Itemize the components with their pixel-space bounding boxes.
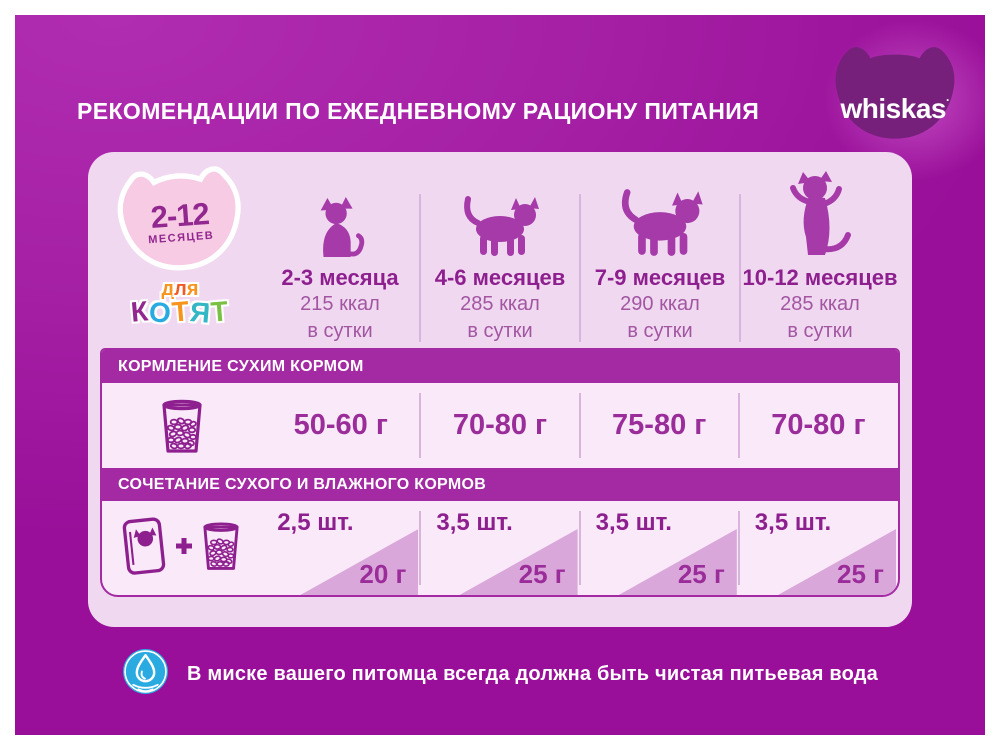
water-note: В миске вашего питомца всегда должна быт…	[15, 648, 985, 700]
kitten-standing-icon	[786, 169, 854, 257]
age-header-row: 2-12 МЕСЯЦЕВ для КОТЯТ	[100, 162, 900, 346]
age-column-2-3: 2-3 месяца 215 ккал в сутки	[260, 162, 420, 346]
mix-food-section-header: СОЧЕТАНИЕ СУХОГО И ВЛАЖНОГО КОРМОВ	[102, 468, 898, 501]
age-badge: 2-12 МЕСЯЦЕВ	[113, 164, 248, 277]
page-title: РЕКОМЕНДАЦИИ ПО ЕЖЕДНЕВНОМУ РАЦИОНУ ПИТА…	[77, 98, 760, 125]
feeding-table: КОРМЛЕНИЕ СУХИМ КОРМОМ 50-60 г 70-80 г 7…	[100, 348, 900, 597]
mix-amount-10-12: 3,5 шт. 25 г	[737, 501, 898, 595]
mix-amount-2-3: 2,5 шт. 20 г	[261, 501, 420, 595]
recommendation-card: 2-12 МЕСЯЦЕВ для КОТЯТ	[88, 152, 912, 627]
dry-food-section-header: КОРМЛЕНИЕ СУХИМ КОРМОМ	[102, 350, 898, 383]
cat-head-badge-icon	[117, 166, 248, 280]
dry-amount-4-6: 70-80 г	[419, 383, 579, 468]
age-column-10-12: 10-12 месяцев 285 ккал в сутки	[739, 162, 900, 346]
dry-amount-7-9: 75-80 г	[578, 383, 739, 468]
kitten-sitting-icon	[315, 169, 365, 258]
kibble-cup-small-icon	[200, 520, 242, 577]
water-drop-icon	[122, 648, 169, 700]
whiskas-logo: whiskas·	[817, 37, 973, 159]
pouch-plus-cup-icons	[102, 501, 261, 595]
wet-food-pouch-icon	[122, 516, 168, 581]
age-column-4-6: 4-6 месяцев 285 ккал в сутки	[419, 162, 580, 346]
whiskas-wordmark: whiskas·	[840, 93, 950, 124]
age-column-7-9: 7-9 месяцев 290 ккал в сутки	[579, 162, 740, 346]
kitten-walking-small-icon	[456, 169, 544, 257]
mix-food-row: 2,5 шт. 20 г 3,5 шт. 25 г 3,5 шт. 25 г 3…	[102, 501, 898, 595]
kibble-cup-icon	[102, 383, 261, 468]
product-label-column: 2-12 МЕСЯЦЕВ для КОТЯТ	[100, 162, 260, 346]
dry-amount-10-12: 70-80 г	[737, 383, 898, 468]
dry-amount-2-3: 50-60 г	[293, 409, 388, 441]
kitten-walking-large-icon	[612, 169, 708, 257]
water-note-text: В миске вашего питомца всегда должна быт…	[186, 662, 879, 685]
packaging-panel: РЕКОМЕНДАЦИИ ПО ЕЖЕДНЕВНОМУ РАЦИОНУ ПИТА…	[15, 15, 985, 735]
mix-amount-4-6: 3,5 шт. 25 г	[419, 501, 579, 595]
mix-amount-7-9: 3,5 шт. 25 г	[578, 501, 739, 595]
plus-icon	[175, 537, 193, 560]
dry-food-row: 50-60 г 70-80 г 75-80 г 70-80 г	[102, 383, 898, 468]
for-kittens-label: для КОТЯТ	[129, 278, 231, 329]
